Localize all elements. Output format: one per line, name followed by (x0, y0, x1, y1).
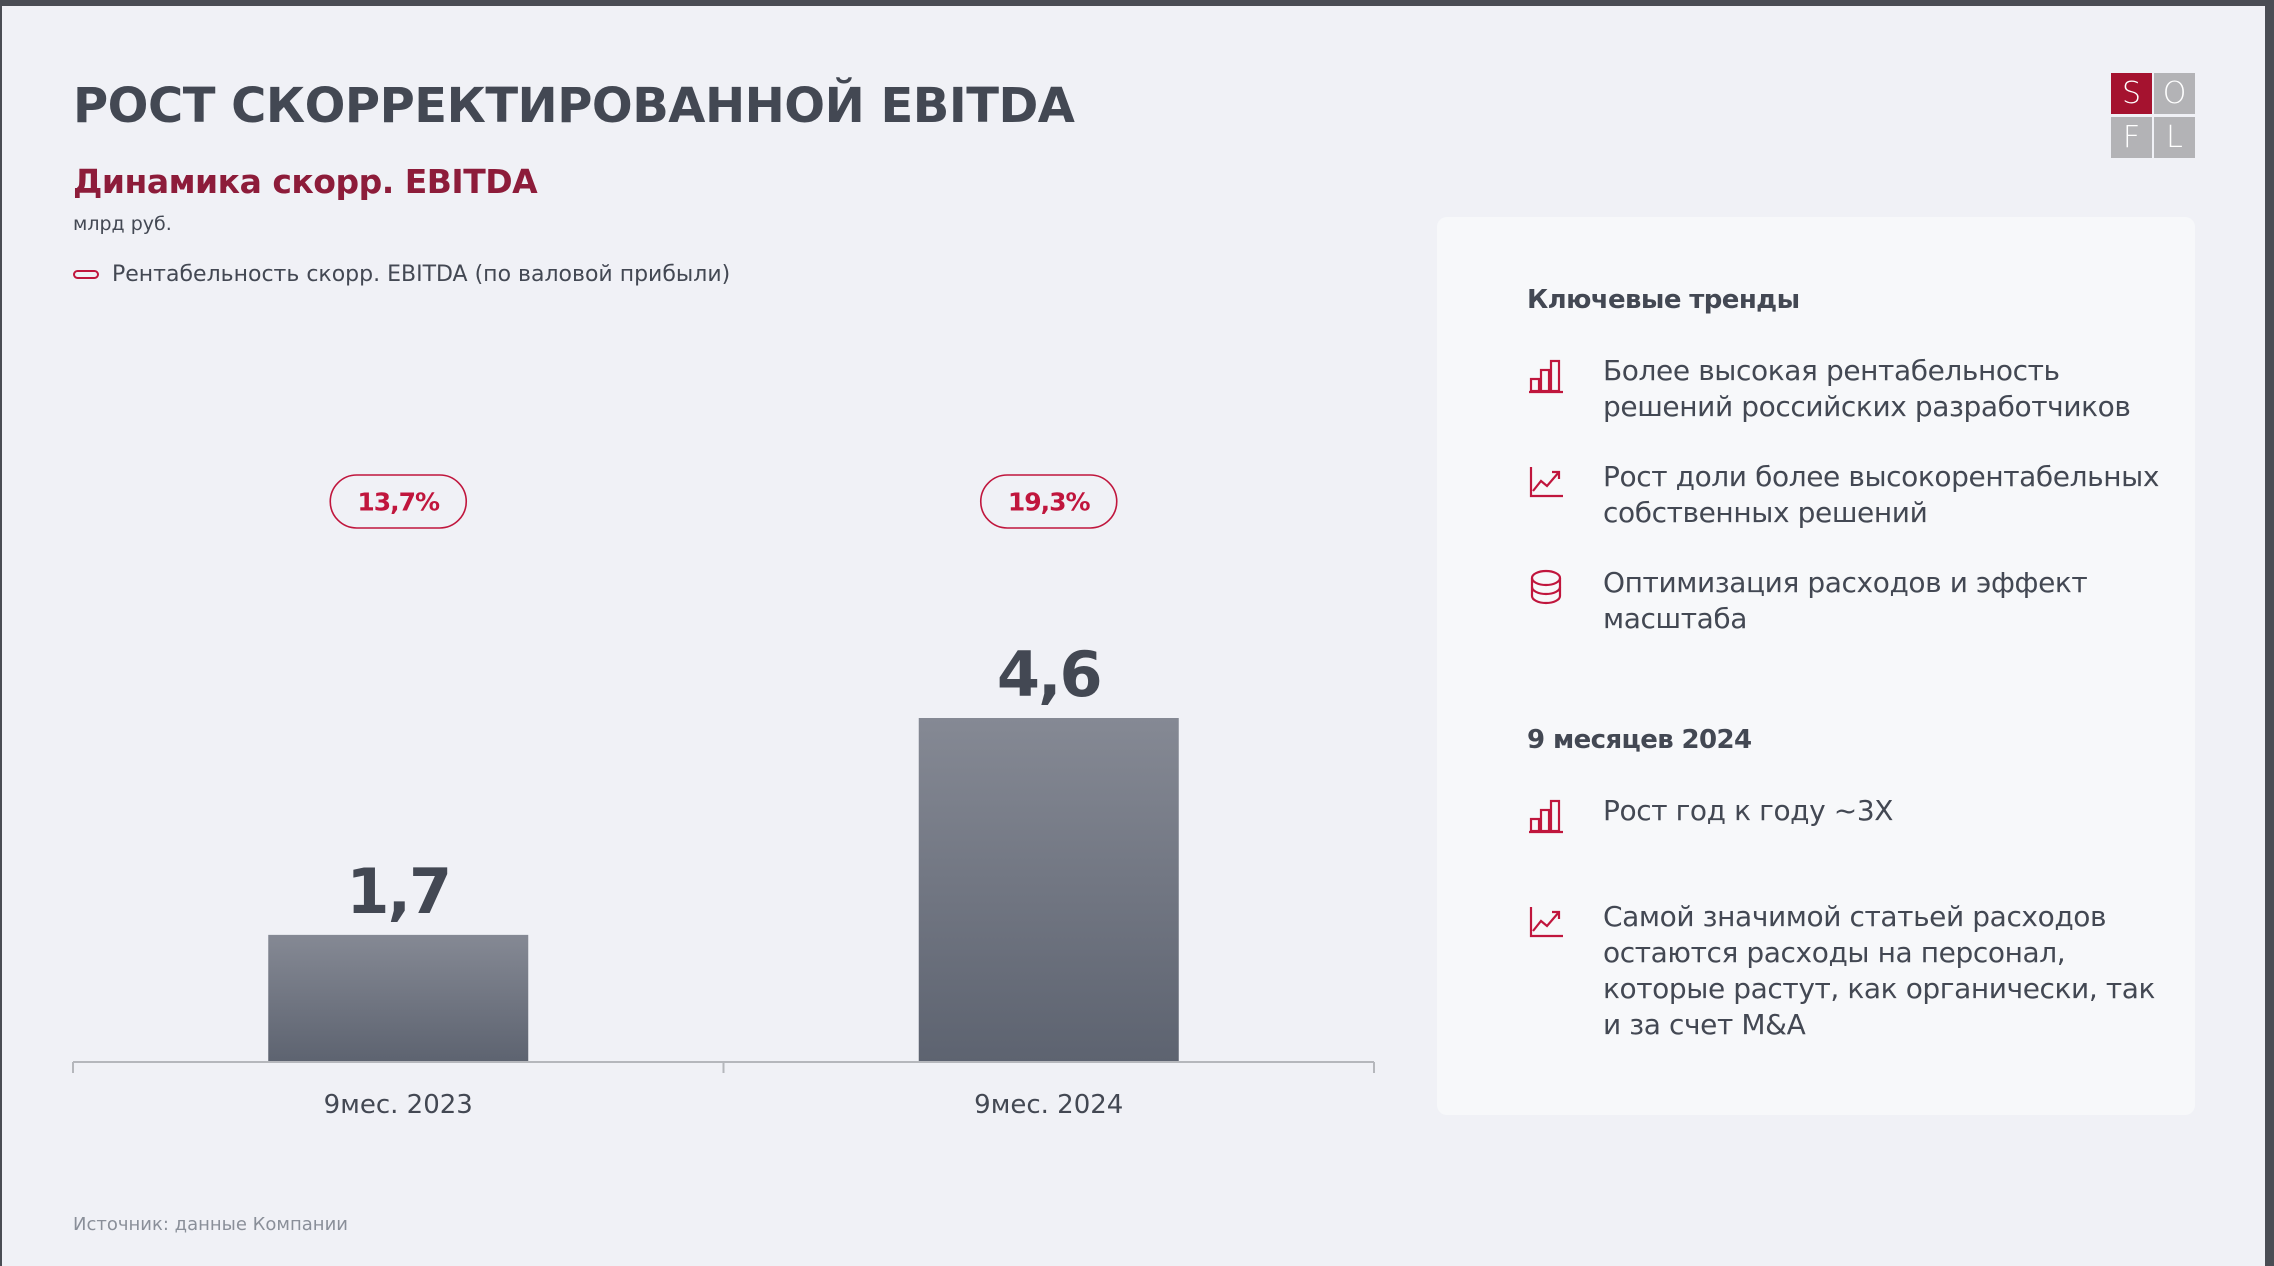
trend-up-icon (1529, 907, 1563, 938)
section-heading-key-trends: Ключевые тренды (1527, 285, 1800, 315)
margin-label: 13,7% (357, 488, 440, 517)
bar-value-label: 1,7 (346, 855, 450, 928)
coins-stack-icon (1530, 569, 1562, 605)
key-trends-panel: Ключевые тренды Более высокая рентабельн… (1437, 217, 2195, 1115)
legend-label: Рентабельность скорр. EBITDA (по валовой… (112, 262, 731, 287)
trend-text: Самой значимой статьей расходов остаются… (1603, 900, 2156, 1041)
source-note: Источник: данные Компании (73, 1214, 348, 1235)
bar-2 (918, 718, 1179, 1062)
trend-text: Рост доли более высокорентабельных собст… (1603, 460, 2159, 529)
page-title: РОСТ СКОРРЕКТИРОВАННОЙ EBITDA (73, 78, 1075, 134)
logo-letter-l: L (2154, 117, 2195, 158)
chart-title: Динамика скорр. EBITDA (73, 162, 538, 201)
margin-pill (979, 474, 1118, 529)
trend-text: Более высокая рентабельность решений рос… (1603, 354, 2131, 423)
trend-item: Более высокая рентабельность решений рос… (1527, 353, 2167, 425)
chart-units: млрд руб. (73, 213, 172, 235)
trend-item: Рост доли более высокорентабельных собст… (1527, 459, 2167, 531)
x-tick-label: 9мес. 2024 (974, 1090, 1123, 1120)
trend-up-icon (1529, 467, 1563, 498)
bar-chart-icon (1529, 799, 1563, 834)
logo-letter-o: O (2154, 73, 2195, 114)
trend-item: Самой значимой статьей расходов остаются… (1527, 899, 2167, 1043)
legend-pill-icon (73, 270, 99, 279)
trend-item: Оптимизация расходов и эффект масштаба (1527, 565, 2167, 637)
company-logo: S O F L (2111, 73, 2197, 161)
logo-letter-s: S (2111, 73, 2152, 114)
slide: РОСТ СКОРРЕКТИРОВАННОЙ EBITDA Динамика с… (2, 6, 2265, 1266)
ebitda-bar-chart: 1,7 9мес. 2023 13,7% 4,6 9мес. 2024 19,3% (72, 474, 1375, 1120)
bar-chart-icon (1529, 359, 1563, 394)
margin-pill (329, 474, 468, 529)
trend-text: Рост год к году ~3Х (1603, 794, 1894, 827)
trend-item: Рост год к году ~3Х (1527, 793, 2167, 835)
section-heading-9m-2024: 9 месяцев 2024 (1527, 725, 1752, 755)
logo-letter-f: F (2111, 117, 2152, 158)
x-tick-label: 9мес. 2023 (324, 1090, 473, 1120)
bar-1 (268, 934, 529, 1062)
margin-label: 19,3% (1008, 488, 1091, 517)
chart-legend: Рентабельность скорр. EBITDA (по валовой… (73, 262, 730, 287)
bar-value-label: 4,6 (997, 638, 1101, 711)
trend-text: Оптимизация расходов и эффект масштаба (1603, 566, 2088, 635)
